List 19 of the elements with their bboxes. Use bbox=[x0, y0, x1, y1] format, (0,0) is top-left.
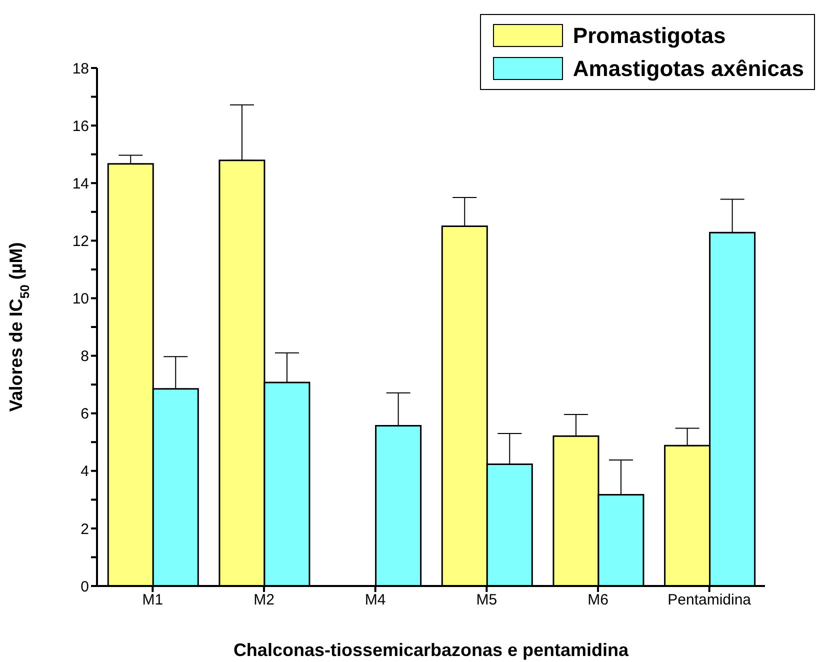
y-tick-label: 8 bbox=[80, 348, 89, 366]
legend-label: Promastigotas bbox=[572, 22, 726, 48]
x-tick-label: M5 bbox=[476, 592, 498, 609]
x-tick-label: M6 bbox=[588, 592, 608, 609]
y-tick-label: 12 bbox=[72, 232, 89, 250]
y-tick-label: 18 bbox=[72, 60, 89, 78]
x-tick-label: M4 bbox=[364, 592, 386, 609]
y-tick-label: 14 bbox=[72, 175, 89, 192]
legend-label: Amastigotas axênicas bbox=[572, 56, 804, 82]
y-tick-label: 10 bbox=[72, 290, 89, 308]
y-tick-label: 0 bbox=[80, 578, 89, 596]
x-tick-label: M1 bbox=[142, 592, 164, 609]
x-axis-title: Chalconas-tiossemicarbazonas e pentamidina bbox=[233, 640, 630, 660]
y-tick-label: 6 bbox=[80, 406, 89, 423]
y-tick-label: 2 bbox=[80, 520, 89, 538]
y-tick-label: 16 bbox=[72, 118, 89, 135]
y-tick-label: 4 bbox=[80, 463, 89, 480]
x-tick-label: Pentamidina bbox=[668, 592, 752, 609]
x-tick-label: M2 bbox=[254, 592, 274, 609]
